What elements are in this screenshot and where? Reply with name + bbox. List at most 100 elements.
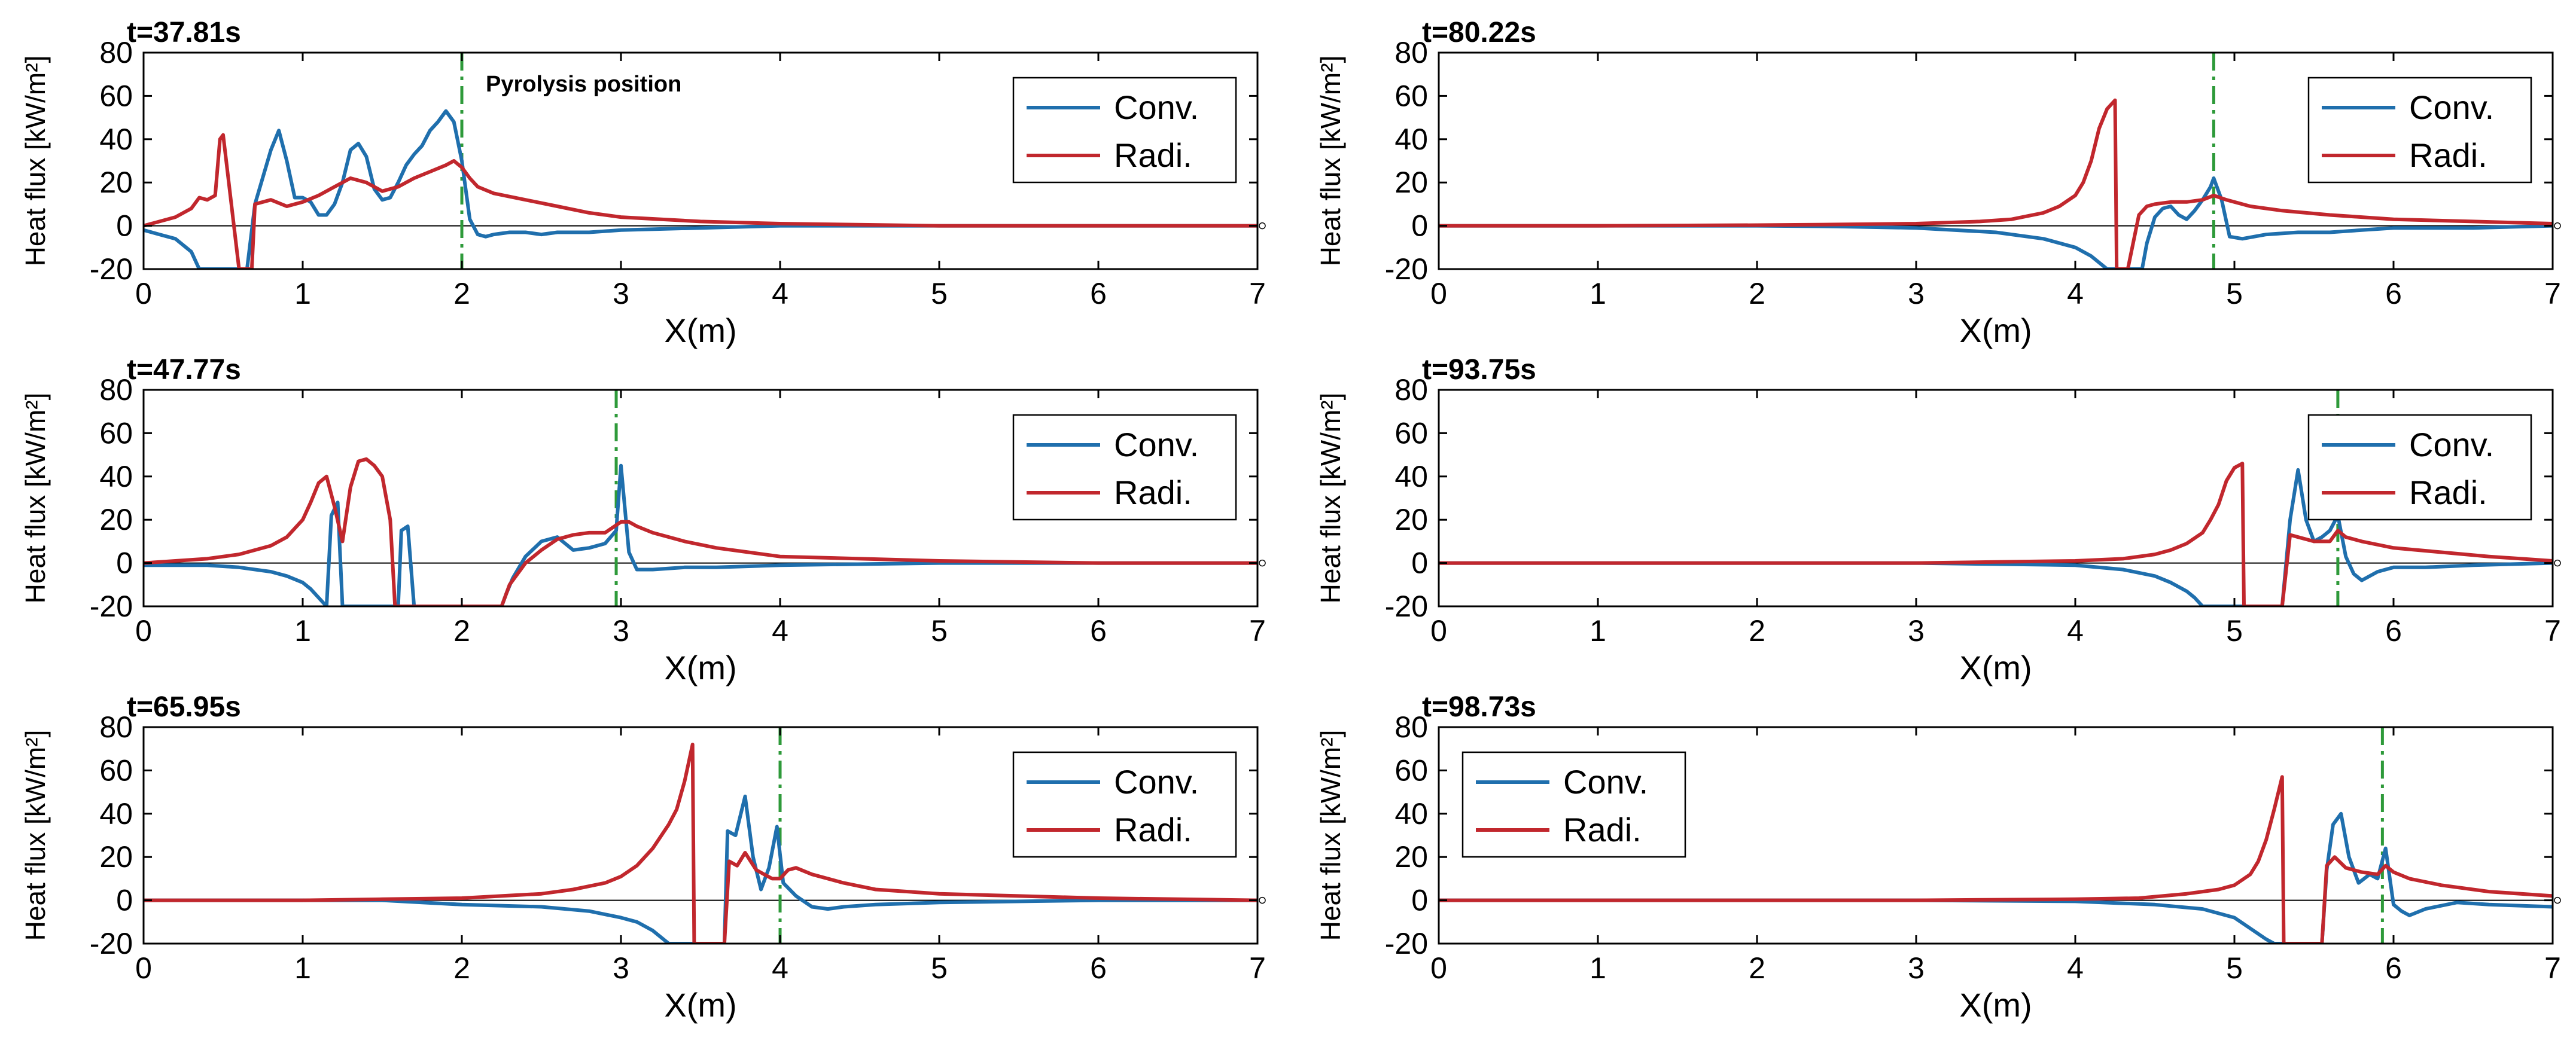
plot-frame — [142, 389, 1259, 608]
chart-title: t=93.75s — [1422, 354, 1536, 386]
series-group — [1439, 98, 2553, 269]
x-tick-label: 4 — [2067, 614, 2084, 648]
x-tick-label: 7 — [1249, 277, 1266, 310]
y-tick-label: 60 — [1394, 416, 1428, 450]
y-axis-label: Heat flux [kW/m²] — [20, 393, 51, 604]
series-group — [1439, 462, 2553, 606]
x-tick-label: 2 — [1749, 951, 1765, 985]
y-tick-label: 20 — [99, 166, 133, 199]
zero-line-marker — [1259, 222, 1266, 230]
y-tick-label: 20 — [99, 503, 133, 536]
plot-frame — [1438, 51, 2554, 270]
series-group — [144, 457, 1257, 606]
legend: Conv. Radi. — [2307, 77, 2532, 184]
x-tick-label: 7 — [2544, 277, 2561, 310]
y-tick-label: 60 — [1394, 753, 1428, 787]
legend-label: Radi. — [2409, 136, 2487, 174]
y-tick-label: 80 — [99, 36, 133, 69]
plot-frame — [142, 51, 1259, 270]
x-tick-label: 3 — [613, 614, 629, 648]
y-tick-label: 60 — [1394, 79, 1428, 112]
y-tick-label: 0 — [1411, 209, 1428, 243]
legend: Conv. Radi. — [2307, 414, 2532, 521]
x-tick-label: 7 — [2544, 951, 2561, 985]
x-axis-label: X(m) — [664, 312, 736, 349]
legend: Conv. Radi. — [1012, 751, 1237, 858]
y-tick-label: 20 — [1394, 503, 1428, 536]
series-line-radi — [144, 743, 1257, 944]
x-tick-label: 5 — [2226, 614, 2243, 648]
x-tick-label: 6 — [2385, 614, 2402, 648]
x-tick-label: 0 — [135, 951, 152, 985]
x-axis-label: X(m) — [664, 649, 736, 686]
series-group — [1439, 775, 2553, 944]
x-tick-label: 3 — [1908, 951, 1925, 985]
x-tick-label: 1 — [294, 614, 311, 648]
series-line-conv — [144, 109, 1257, 269]
y-axis-label: Heat flux [kW/m²] — [1315, 393, 1346, 604]
chart-title: t=65.95s — [127, 691, 241, 723]
x-tick-label: 1 — [294, 277, 311, 310]
y-tick-label: 60 — [99, 79, 133, 112]
legend-label: Radi. — [1114, 474, 1192, 511]
x-tick-label: 1 — [294, 951, 311, 985]
x-tick-label: 0 — [1430, 614, 1447, 648]
x-tick-label: 7 — [2544, 614, 2561, 648]
y-tick-label: 0 — [116, 884, 133, 917]
legend-label: Conv. — [2409, 88, 2494, 126]
x-axis-label: X(m) — [1959, 312, 2032, 349]
x-tick-label: 6 — [1090, 614, 1107, 648]
y-tick-label: -20 — [90, 590, 133, 623]
x-tick-label: 2 — [453, 614, 470, 648]
series-line-radi — [144, 457, 1257, 606]
zero-line-marker — [2554, 896, 2561, 904]
y-tick-label: -20 — [1385, 252, 1428, 286]
y-tick-label: 0 — [116, 547, 133, 580]
legend-label: Radi. — [1114, 136, 1192, 174]
y-tick-label: 40 — [1394, 797, 1428, 831]
legend-label: Conv. — [1114, 88, 1199, 126]
x-tick-label: 5 — [931, 614, 948, 648]
legend-label: Conv. — [1563, 763, 1648, 801]
series-group — [144, 109, 1257, 269]
y-tick-label: -20 — [1385, 927, 1428, 960]
x-tick-label: 6 — [2385, 277, 2402, 310]
x-tick-label: 5 — [2226, 277, 2243, 310]
x-tick-label: 3 — [613, 277, 629, 310]
y-tick-label: -20 — [90, 927, 133, 960]
plot-frame — [1438, 726, 2554, 945]
series-line-radi — [1439, 462, 2553, 606]
x-tick-label: 5 — [2226, 951, 2243, 985]
x-tick-label: 3 — [613, 951, 629, 985]
legend-label: Conv. — [1114, 763, 1199, 801]
series-line-radi — [1439, 98, 2553, 269]
series-line-conv — [1439, 811, 2553, 944]
x-tick-label: 0 — [1430, 277, 1447, 310]
zero-line-marker — [2554, 559, 2561, 567]
legend-label: Conv. — [2409, 426, 2494, 463]
x-tick-label: 1 — [1590, 614, 1606, 648]
zero-line-marker — [1259, 559, 1266, 567]
x-tick-label: 0 — [1430, 951, 1447, 985]
y-tick-label: 60 — [99, 416, 133, 450]
pyrolysis-annotation: Pyrolysis position — [486, 72, 681, 97]
legend: Conv. Radi. — [1012, 77, 1237, 184]
y-tick-label: 0 — [116, 209, 133, 243]
zero-line-marker — [2554, 222, 2561, 230]
series-group — [144, 743, 1257, 944]
x-tick-label: 6 — [1090, 951, 1107, 985]
x-tick-label: 2 — [453, 951, 470, 985]
y-tick-label: 40 — [1394, 460, 1428, 493]
series-line-conv — [1439, 176, 2553, 269]
x-tick-label: 2 — [453, 277, 470, 310]
legend-box — [1012, 77, 1237, 184]
y-axis-label: Heat flux [kW/m²] — [20, 56, 51, 267]
series-line-conv — [144, 794, 1257, 944]
x-tick-label: 7 — [1249, 614, 1266, 648]
y-axis-label: Heat flux [kW/m²] — [20, 730, 51, 941]
